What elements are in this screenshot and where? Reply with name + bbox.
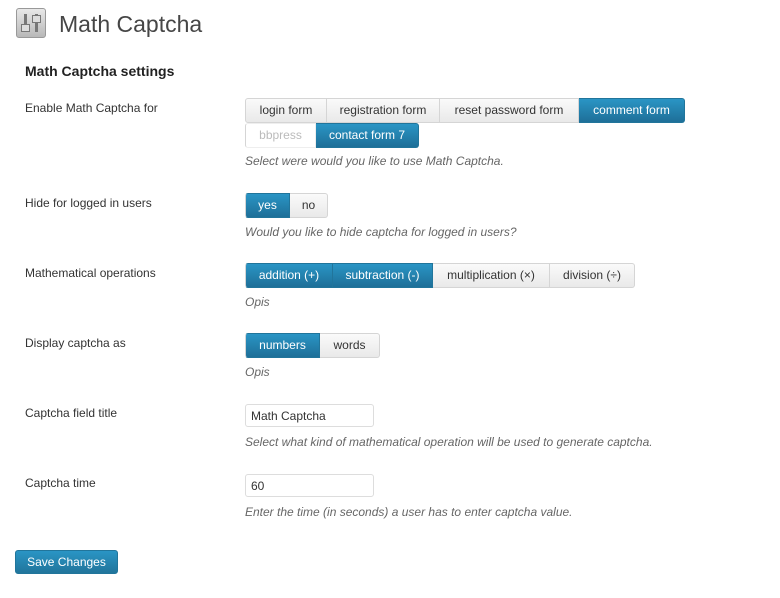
- operations-options: addition (+) subtraction (-) multiplicat…: [245, 263, 635, 288]
- option-login-form[interactable]: login form: [245, 98, 327, 123]
- option-comment-form[interactable]: comment form: [579, 98, 685, 123]
- page-title: Math Captcha: [59, 11, 203, 37]
- enable-description: Select were would you like to use Math C…: [245, 154, 504, 168]
- save-changes-button[interactable]: Save Changes: [15, 550, 118, 574]
- display-description: Opis: [245, 365, 270, 379]
- operations-label: Mathematical operations: [25, 266, 156, 280]
- field-title-description: Select what kind of mathematical operati…: [245, 435, 653, 449]
- option-words[interactable]: words: [320, 333, 380, 358]
- field-title-label: Captcha field title: [25, 406, 118, 420]
- option-division[interactable]: division (÷): [550, 263, 635, 288]
- option-no[interactable]: no: [290, 193, 328, 218]
- hide-description: Would you like to hide captcha for logge…: [245, 225, 517, 239]
- sliders-icon: [16, 8, 46, 38]
- option-yes[interactable]: yes: [245, 193, 290, 218]
- display-label: Display captcha as: [25, 336, 126, 350]
- option-bbpress: bbpress: [245, 123, 316, 148]
- option-numbers[interactable]: numbers: [245, 333, 320, 358]
- enable-label: Enable Math Captcha for: [25, 101, 158, 115]
- option-contact-form-7[interactable]: contact form 7: [316, 123, 419, 148]
- option-subtraction[interactable]: subtraction (-): [333, 263, 433, 288]
- option-addition[interactable]: addition (+): [245, 263, 333, 288]
- option-multiplication[interactable]: multiplication (×): [433, 263, 550, 288]
- enable-options-row1: login form registration form reset passw…: [245, 98, 685, 123]
- option-registration-form[interactable]: registration form: [327, 98, 440, 123]
- field-title-input[interactable]: [245, 404, 374, 427]
- time-input[interactable]: [245, 474, 374, 497]
- display-options: numbers words: [245, 333, 380, 358]
- time-label: Captcha time: [25, 476, 96, 490]
- operations-description: Opis: [245, 295, 270, 309]
- section-title: Math Captcha settings: [25, 63, 175, 79]
- enable-options-row2: bbpress contact form 7: [245, 123, 419, 148]
- hide-options: yes no: [245, 193, 328, 218]
- time-description: Enter the time (in seconds) a user has t…: [245, 505, 573, 519]
- hide-label: Hide for logged in users: [25, 196, 152, 210]
- option-reset-password-form[interactable]: reset password form: [440, 98, 579, 123]
